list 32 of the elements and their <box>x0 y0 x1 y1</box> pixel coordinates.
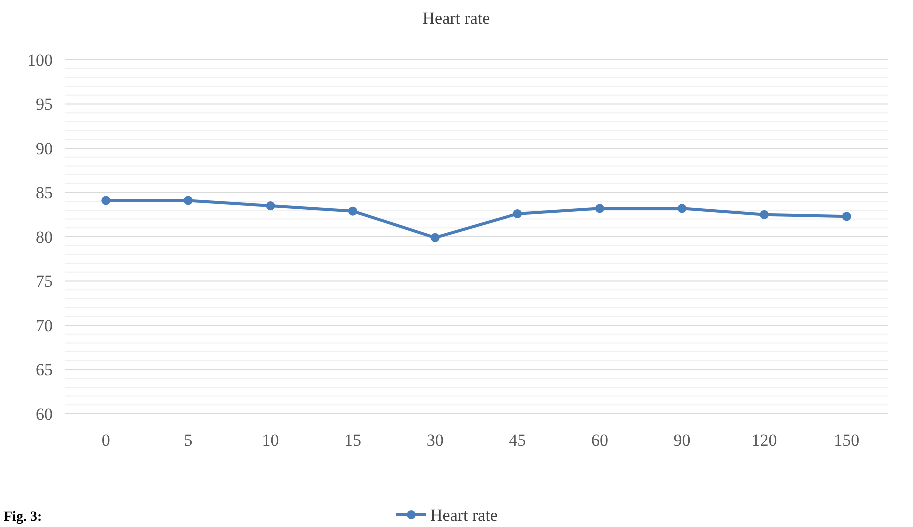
x-tick-label: 5 <box>184 431 193 450</box>
x-tick-label: 120 <box>752 431 778 450</box>
x-tick-label: 90 <box>674 431 691 450</box>
y-tick-label: 60 <box>36 404 53 424</box>
chart-title: Heart rate <box>422 9 490 28</box>
y-tick-label: 100 <box>28 50 53 70</box>
x-tick-label: 150 <box>834 431 860 450</box>
x-tick-label: 45 <box>509 431 526 450</box>
x-tick-label: 60 <box>591 431 608 450</box>
x-tick-label: 15 <box>344 431 362 450</box>
point <box>430 233 440 242</box>
point <box>678 204 687 214</box>
point <box>513 209 522 218</box>
y-tick-label: 95 <box>36 95 53 114</box>
x-tick-label: 30 <box>426 431 444 450</box>
y-tick-label: 85 <box>36 184 53 203</box>
caption: Fig. 3: <box>4 510 42 525</box>
x-tick-label: 10 <box>262 431 280 450</box>
point <box>842 212 852 222</box>
y-tick-label: 80 <box>36 228 53 247</box>
point <box>184 196 193 206</box>
y-tick-label: 90 <box>36 139 53 158</box>
point <box>760 210 770 220</box>
y-tick-label: 65 <box>36 360 53 380</box>
legend-label: Heart rate <box>430 506 498 525</box>
y-tick-label: 70 <box>36 316 53 336</box>
x-tick-label: 0 <box>102 431 110 450</box>
point <box>102 196 111 206</box>
point <box>348 206 358 216</box>
point <box>266 202 276 211</box>
point <box>595 204 604 214</box>
y-tick-label: 75 <box>36 272 53 292</box>
